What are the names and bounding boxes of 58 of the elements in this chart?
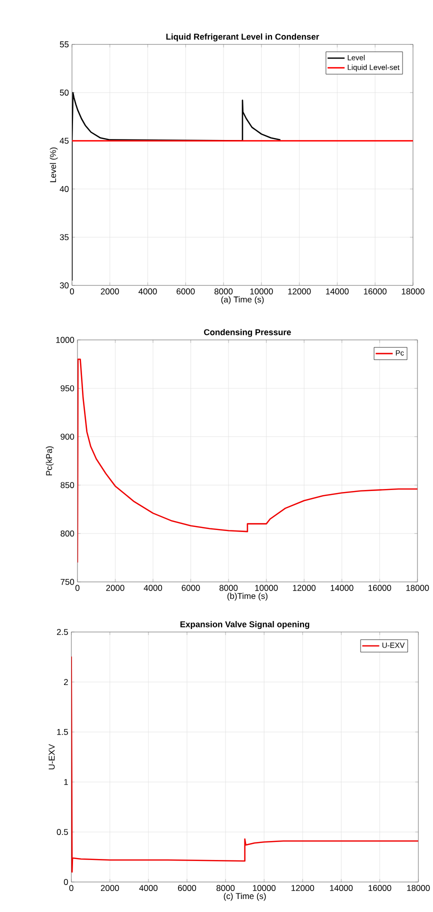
y-axis-title: U-EXV bbox=[48, 744, 55, 770]
y-tick-label: 950 bbox=[60, 385, 74, 392]
x-tick-label: 4000 bbox=[138, 288, 157, 294]
x-tick-label: 0 bbox=[75, 584, 80, 591]
x-tick-label: 8000 bbox=[214, 288, 233, 294]
chart-title: Condensing Pressure bbox=[204, 328, 291, 337]
y-tick-label: 2 bbox=[64, 679, 68, 685]
y-tick-label: 55 bbox=[60, 41, 69, 48]
x-axis-title: (b)Time (s) bbox=[227, 592, 268, 601]
x-tick-label: 14000 bbox=[330, 584, 354, 591]
y-tick-label: 1.5 bbox=[57, 729, 68, 735]
chart-title: Liquid Refrigerant Level in Condenser bbox=[166, 33, 320, 42]
y-tick-label: 800 bbox=[60, 530, 74, 536]
chart-title: Expansion Valve Signal opening bbox=[180, 621, 310, 629]
x-tick-label: 18000 bbox=[402, 288, 424, 294]
x-tick-label: 18000 bbox=[406, 584, 429, 591]
x-tick-label: 16000 bbox=[364, 288, 387, 294]
y-axis-title: Level (%) bbox=[50, 148, 58, 182]
x-tick-label: 2000 bbox=[106, 584, 124, 591]
y-tick-label: 900 bbox=[60, 434, 74, 440]
x-tick-label: 2000 bbox=[100, 885, 119, 892]
y-tick-label: 40 bbox=[60, 186, 69, 192]
y-tick-label: 35 bbox=[60, 234, 69, 240]
x-tick-label: 12000 bbox=[292, 885, 314, 892]
y-tick-label: 1 bbox=[64, 779, 68, 785]
line-series bbox=[72, 92, 282, 282]
y-tick-label: 750 bbox=[60, 578, 74, 585]
x-tick-label: 18000 bbox=[407, 885, 430, 892]
y-tick-label: 45 bbox=[60, 138, 69, 144]
x-axis-title: (c) Time (s) bbox=[224, 892, 266, 901]
x-tick-label: 8000 bbox=[216, 885, 235, 892]
y-tick-label: 850 bbox=[60, 482, 74, 488]
x-tick-label: 10000 bbox=[255, 584, 278, 591]
x-tick-label: 6000 bbox=[176, 288, 195, 294]
x-tick-label: 4000 bbox=[139, 885, 158, 892]
line-series bbox=[71, 656, 418, 873]
y-tick-label: 2.5 bbox=[56, 629, 68, 635]
y-tick-label: 50 bbox=[60, 90, 69, 96]
x-tick-label: 10000 bbox=[253, 885, 276, 892]
y-tick-label: 0.5 bbox=[56, 829, 68, 835]
x-tick-label: 8000 bbox=[220, 584, 238, 591]
y-tick-label: 1000 bbox=[56, 336, 74, 343]
x-tick-label: 12000 bbox=[293, 584, 316, 591]
x-tick-label: 6000 bbox=[178, 885, 196, 892]
y-tick-label: 30 bbox=[60, 282, 69, 288]
x-tick-label: 2000 bbox=[100, 288, 119, 294]
x-tick-label: 4000 bbox=[144, 584, 162, 591]
x-tick-label: 16000 bbox=[368, 885, 392, 892]
x-axis-title: (a) Time (s) bbox=[221, 296, 264, 304]
x-tick-label: 14000 bbox=[330, 885, 353, 892]
x-tick-label: 6000 bbox=[182, 584, 200, 591]
x-tick-label: 12000 bbox=[288, 288, 311, 294]
y-axis-title: Pc(kPa) bbox=[46, 446, 54, 476]
x-tick-label: 10000 bbox=[250, 288, 273, 294]
x-tick-label: 14000 bbox=[326, 288, 349, 294]
x-tick-label: 16000 bbox=[368, 584, 392, 591]
line-series bbox=[77, 358, 418, 564]
y-tick-label: 0 bbox=[64, 879, 68, 885]
